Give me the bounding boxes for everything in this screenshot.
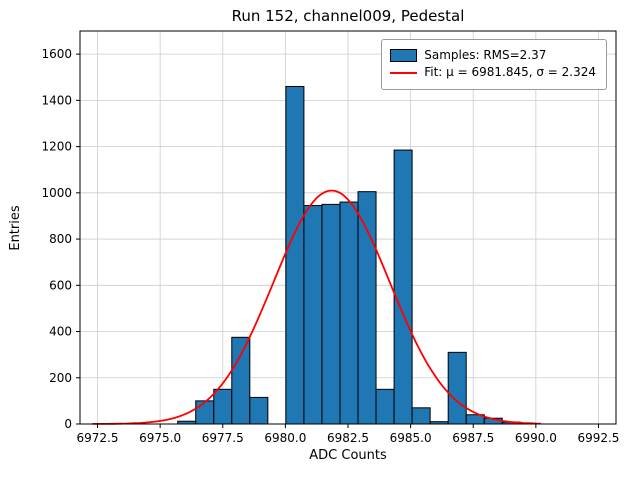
y-tick-label: 1600 [41,47,72,61]
y-tick-label: 1400 [41,93,72,107]
histogram-bar [213,388,233,425]
histogram-bar [393,149,413,425]
x-tick-label: 6975.0 [139,431,181,445]
y-axis-label: Entries [8,205,23,251]
legend-samples-entry: Samples: RMS=2.37 [390,48,596,63]
histogram-bar [357,191,377,425]
fit-curve [92,189,541,425]
samples-swatch [390,49,418,63]
histogram-bar [321,203,341,425]
legend: Samples: RMS=2.37 Fit: μ = 6981.845, σ =… [381,39,607,90]
x-tick-label: 6987.5 [452,431,494,445]
chart-title: Run 152, channel009, Pedestal [232,7,465,25]
histogram-bar [339,201,359,425]
x-tick-label: 6980.0 [264,431,306,445]
histogram-bars [177,85,521,425]
x-axis-label: ADC Counts [309,448,387,463]
y-tick-label: 400 [49,325,72,339]
x-tick-label: 6992.5 [577,431,619,445]
histogram-bar [303,205,323,425]
x-tick-label: 6982.5 [327,431,369,445]
histogram-bar [249,396,269,425]
y-tick-label: 1000 [41,186,72,200]
x-tick-label: 6972.5 [77,431,119,445]
y-tick-label: 600 [49,278,72,292]
x-tick-label: 6977.5 [202,431,244,445]
x-tick-label: 6990.0 [515,431,557,445]
histogram-bar [411,407,431,425]
axis-ticks [76,53,599,428]
y-tick-label: 200 [49,371,72,385]
fit-line-swatch [390,66,418,79]
y-tick-label: 0 [64,417,72,431]
y-tick-label: 800 [49,232,72,246]
x-tick-label: 6985.0 [390,431,432,445]
histogram-bar [375,388,395,425]
legend-samples-label: Samples: RMS=2.37 [424,48,547,62]
tick-labels: 6972.5 6975.0 6977.5 6980.0 6982.5 6985.0 6987… [41,47,619,445]
histogram-bar [231,336,251,425]
legend-fit-label: Fit: μ = 6981.845, σ = 2.324 [424,64,596,79]
legend-fit-entry: Fit: μ = 6981.845, σ = 2.324 [390,64,596,80]
histogram-bar [195,400,215,425]
histogram-bar [285,85,305,425]
y-tick-label: 1200 [41,140,72,154]
histogram-bar [447,351,467,425]
